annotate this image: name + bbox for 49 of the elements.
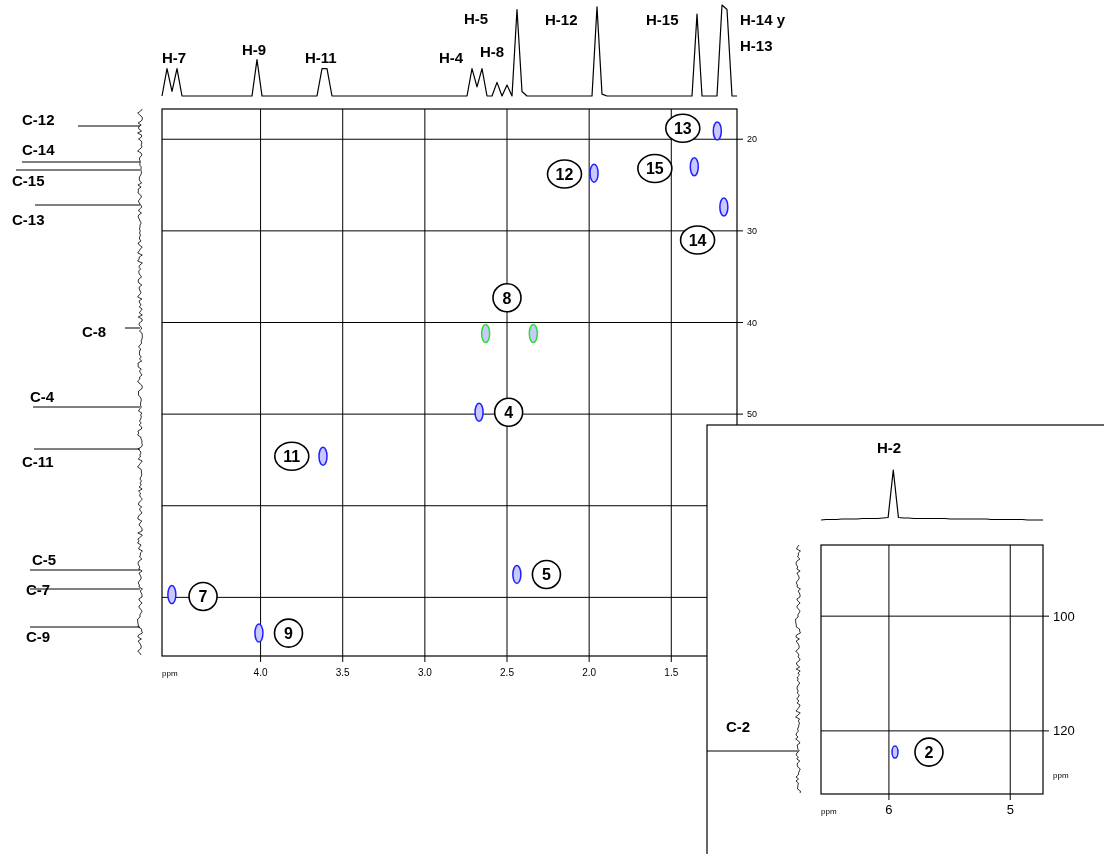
annotation: 9 — [284, 624, 294, 642]
text: C-7 — [26, 581, 51, 599]
annotation: 4 — [504, 404, 514, 422]
annotation: 11 — [283, 448, 301, 466]
annotation: 8 — [502, 289, 512, 307]
y-tick-label: 40 — [747, 317, 758, 328]
annotation: 14 — [688, 231, 707, 249]
x-tick-label: 3.0 — [417, 667, 433, 678]
y-tick-label: 120 — [1053, 723, 1075, 739]
text: C-9 — [26, 628, 51, 646]
y-tick-label: 100 — [1053, 608, 1075, 624]
text: C-2 — [726, 718, 751, 736]
x-tick-label: 4.0 — [253, 667, 268, 678]
text: C-15 — [12, 172, 45, 190]
x-tick-label: 6 — [885, 802, 893, 817]
annotation: H-11 — [305, 49, 337, 67]
annotation: H-12 — [545, 11, 578, 29]
annotation: 2 — [924, 743, 934, 761]
text: C-5 — [32, 551, 57, 569]
text: H-2 — [877, 439, 902, 457]
annotation: 15 — [645, 160, 664, 178]
text: C-4 — [30, 388, 55, 406]
text: H-14 y — [740, 11, 786, 29]
x-tick-label: 2.5 — [500, 667, 515, 678]
y-tick-label: 50 — [747, 409, 758, 420]
annotation: H-7 — [162, 49, 187, 67]
y-tick-label: 30 — [747, 226, 758, 237]
text: C-8 — [82, 323, 107, 341]
text: C-12 — [22, 111, 55, 129]
x-axis-title: ppm — [821, 807, 837, 816]
annotation: H-15 — [646, 11, 679, 29]
text: H-13 — [740, 37, 773, 55]
annotation: H-8 — [480, 43, 505, 61]
y-axis-title: ppm — [1053, 771, 1069, 780]
text: C-14 — [22, 141, 56, 159]
x-tick-label: 2.0 — [582, 667, 597, 678]
text: C-13 — [12, 211, 45, 229]
x-tick-label: 1.5 — [664, 667, 679, 678]
y-tick-label: 20 — [747, 134, 758, 145]
annotation: 13 — [673, 120, 692, 137]
annotation: H-9 — [242, 41, 267, 59]
annotation: 7 — [198, 588, 208, 606]
x-tick-label: 3.5 — [335, 667, 351, 678]
annotation: H-4 — [439, 49, 464, 67]
x-axis-title: ppm — [162, 669, 178, 678]
annotation: 5 — [541, 566, 551, 584]
annotation: 12 — [555, 165, 574, 183]
text: C-11 — [22, 453, 54, 471]
annotation: H-5 — [464, 10, 489, 28]
